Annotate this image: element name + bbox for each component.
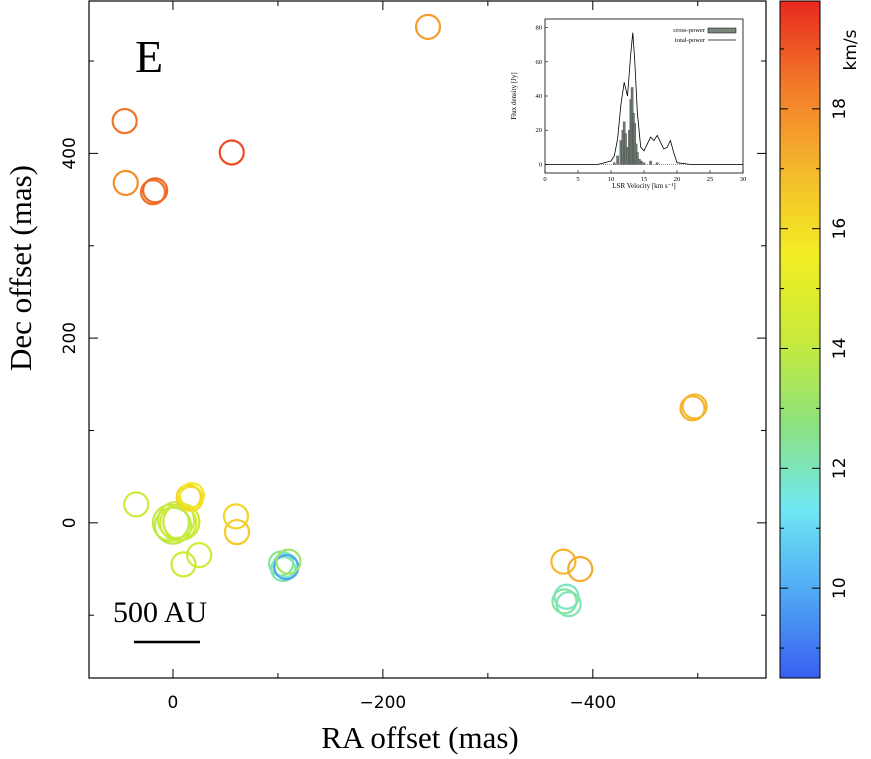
maser-spot <box>275 548 302 575</box>
maser-spot <box>162 502 201 542</box>
colorbar <box>779 0 821 679</box>
legend-cross-power-swatch <box>707 27 737 34</box>
y-tick-label: 0 <box>60 517 80 528</box>
maser-spot <box>175 483 202 511</box>
maser-spot <box>567 555 594 583</box>
inset-x-tick-label: 10 <box>608 176 615 183</box>
maser-spot <box>112 169 139 197</box>
legend-total-power: total-power <box>675 37 706 44</box>
maser-spot <box>111 107 138 135</box>
maser-spot <box>170 551 197 578</box>
maser-spot <box>222 503 250 530</box>
cross-power-bar <box>613 162 616 165</box>
colorbar-ticks: 10 12 14 16 18 <box>780 48 850 649</box>
maser-spot <box>270 555 297 583</box>
maser-spots <box>111 13 708 618</box>
maser-spot <box>139 179 167 206</box>
inset-x-tick-label: 25 <box>707 176 714 183</box>
maser-spot <box>223 518 251 546</box>
maser-spot <box>681 393 708 420</box>
total-power-line <box>545 32 743 165</box>
maser-spot <box>550 548 577 575</box>
y-tick-label: 400 <box>60 137 80 169</box>
colorbar-tick-label: 14 <box>830 338 850 360</box>
cross-power-bar <box>636 152 639 165</box>
inset-y-tick-label: 60 <box>536 59 543 66</box>
colorbar-tick-label: 16 <box>830 218 850 240</box>
x-tick-label: 0 <box>168 693 179 713</box>
cross-power-bar <box>616 155 619 165</box>
maser-spot <box>218 139 245 166</box>
cross-power-bar <box>649 160 652 165</box>
cross-power-bar <box>655 162 659 165</box>
inset-xlabel: LSR Velocity [km s⁻¹] <box>612 182 675 190</box>
inset-ylabel: Flux density [Jy] <box>510 72 518 119</box>
maser-spot <box>142 177 169 204</box>
maser-spot <box>123 491 150 518</box>
cross-power-bars <box>613 87 659 165</box>
inset-y-tick-label: 80 <box>536 25 543 32</box>
inset-y-tick-label: 20 <box>536 127 543 134</box>
maser-spot <box>555 591 582 618</box>
colorbar-tick-label: 12 <box>830 457 850 479</box>
x-axis-title: RA offset (mas) <box>321 720 518 755</box>
maser-spot <box>186 542 213 569</box>
plot-frame <box>88 0 767 679</box>
colorbar-tick-label: 10 <box>830 577 850 599</box>
colorbar-tick-label: 18 <box>830 98 850 120</box>
inset-x-tick-label: 15 <box>641 176 648 183</box>
x-tick-label: −400 <box>569 693 616 713</box>
inset-x-tick-label: 30 <box>740 176 747 183</box>
legend-cross-power: cross-power <box>673 27 706 34</box>
maser-spot <box>153 506 193 545</box>
inset-y-tick-label: 0 <box>539 161 542 168</box>
y-tick-label: 200 <box>60 322 80 354</box>
inset-x-tick-label: 20 <box>674 176 681 183</box>
maser-spot <box>679 395 706 422</box>
maser-spot <box>551 588 578 615</box>
cross-power-bar <box>642 162 646 165</box>
inset-spectrum: 0 5 10 15 20 25 30 0 20 40 60 80 LSR Velocity [km s… <box>510 18 747 190</box>
cross-power-bar <box>640 160 643 165</box>
inset-frame <box>544 18 744 174</box>
x-tick-label: −200 <box>360 693 407 713</box>
y-axis-title: Dec offset (mas) <box>3 165 38 371</box>
inset-x-tick-label: 0 <box>543 176 546 183</box>
inset-x-tick-label: 5 <box>576 176 579 183</box>
colorbar-unit: km/s <box>841 29 861 70</box>
inset-y-tick-label: 40 <box>536 93 543 100</box>
maser-spot <box>151 503 190 542</box>
scale-bar-label: 500 AU <box>113 596 208 629</box>
maser-spot <box>414 13 442 40</box>
maser-spot <box>178 482 205 509</box>
panel-label: E <box>135 31 163 82</box>
